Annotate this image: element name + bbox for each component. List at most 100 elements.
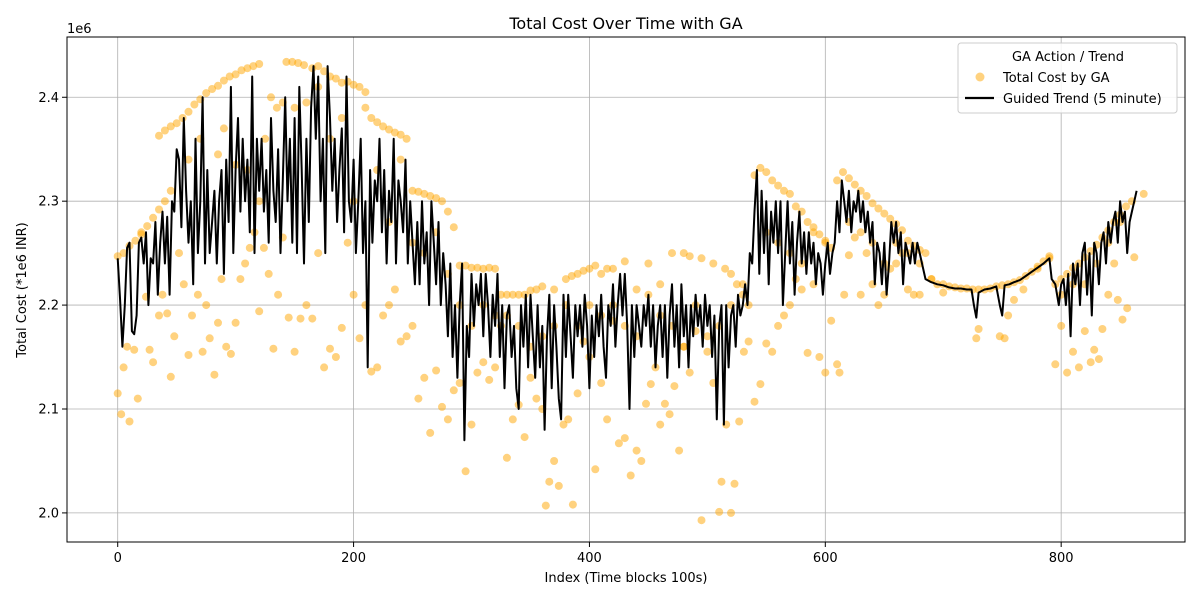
- scatter-point: [408, 186, 417, 195]
- scatter-point: [909, 290, 918, 299]
- scatter-point: [502, 290, 511, 299]
- scatter-point: [856, 228, 865, 237]
- legend-scatter-marker: [975, 72, 985, 82]
- scatter-point: [1110, 259, 1119, 268]
- scatter-point: [1057, 321, 1066, 330]
- scatter-point: [762, 168, 771, 177]
- scatter-point: [868, 199, 877, 208]
- scatter-point: [886, 214, 895, 223]
- x-axis-label: Index (Time blocks 100s): [545, 571, 708, 586]
- scatter-point: [603, 415, 612, 424]
- scatter-point: [541, 501, 550, 510]
- scatter-point: [267, 93, 275, 102]
- scatter-point: [614, 439, 623, 448]
- legend-entry-trend: Guided Trend (5 minute): [1003, 92, 1162, 107]
- scatter-point: [620, 434, 629, 443]
- scatter-point: [491, 363, 500, 372]
- scatter-point: [166, 186, 175, 195]
- scatter-point: [508, 290, 517, 299]
- scatter-point: [685, 252, 694, 261]
- scatter-point: [1086, 358, 1095, 367]
- scatter-point: [320, 67, 329, 76]
- scatter-point: [844, 174, 853, 183]
- scatter-point: [1004, 311, 1013, 320]
- scatter-point: [862, 249, 871, 258]
- scatter-point: [236, 275, 245, 284]
- scatter-point: [735, 417, 744, 426]
- scatter-point: [170, 332, 179, 341]
- scatter-point: [1104, 290, 1113, 299]
- scatter-point: [874, 204, 883, 213]
- scatter-point: [968, 285, 977, 294]
- scatter-point: [202, 89, 211, 98]
- y-axis-label: Total Cost (*1e6 INR): [15, 222, 30, 358]
- scatter-point: [727, 269, 735, 278]
- scatter-point: [1069, 347, 1077, 356]
- scatter-point: [785, 301, 794, 310]
- x-tick-label: 0: [114, 551, 122, 566]
- scatter-point: [119, 249, 128, 258]
- scatter-point: [485, 375, 494, 384]
- scatter-point: [396, 337, 405, 346]
- scatter-point: [188, 311, 196, 320]
- scatter-point: [231, 318, 240, 327]
- x-tick-label: 200: [341, 551, 366, 566]
- scatter-point: [585, 301, 594, 310]
- scatter-point: [850, 233, 859, 242]
- scatter-point: [214, 318, 222, 327]
- scatter-point: [390, 285, 399, 294]
- scatter-point: [791, 202, 800, 211]
- scatter-point: [1139, 189, 1148, 198]
- scatter-point: [642, 399, 650, 408]
- scatter-point: [1122, 202, 1130, 211]
- scatter-point: [835, 368, 844, 377]
- scatter-point: [1130, 253, 1139, 262]
- scatter-point: [343, 238, 352, 247]
- legend-title: GA Action / Trend: [1012, 50, 1124, 65]
- scatter-point: [827, 316, 836, 325]
- scatter-point: [396, 130, 405, 139]
- scatter-point: [697, 254, 706, 263]
- y-tick-label: 2.4: [38, 91, 59, 106]
- y-tick-label: 2.0: [38, 506, 59, 521]
- scatter-point: [190, 100, 199, 109]
- scatter-point: [840, 290, 849, 299]
- scatter-point: [408, 321, 417, 330]
- scatter-point: [130, 345, 139, 354]
- scatter-point: [1000, 334, 1009, 343]
- scatter-point: [573, 269, 582, 278]
- scatter-point: [597, 269, 606, 278]
- scatter-point: [797, 285, 806, 294]
- scatter-point: [131, 236, 140, 245]
- scatter-point: [526, 373, 535, 382]
- scatter-point: [255, 60, 264, 68]
- scatter-point: [850, 180, 859, 189]
- scatter-point: [815, 353, 824, 361]
- scatter-point: [974, 325, 983, 333]
- scatter-point: [155, 205, 163, 214]
- scatter-point: [467, 420, 476, 429]
- scatter-point: [163, 309, 172, 318]
- scatter-point: [803, 218, 812, 226]
- scatter-point: [373, 118, 382, 127]
- scatter-point: [585, 264, 594, 273]
- scatter-point: [756, 380, 765, 389]
- scatter-point: [300, 61, 308, 70]
- scatter-point: [226, 349, 235, 358]
- scatter-point: [274, 290, 283, 299]
- scatter-point: [1045, 252, 1054, 261]
- scatter-point: [166, 122, 175, 131]
- scatter-point: [1039, 257, 1048, 266]
- scatter-point: [839, 168, 847, 177]
- scatter-point: [231, 70, 240, 79]
- scatter-point: [379, 122, 388, 131]
- scatter-point: [479, 264, 488, 273]
- scatter-point: [337, 323, 346, 332]
- scatter-point: [326, 344, 334, 353]
- scatter-point: [485, 263, 494, 272]
- scatter-point: [833, 360, 842, 369]
- scatter-point: [502, 453, 511, 462]
- scatter-point: [337, 114, 346, 122]
- scatter-point: [774, 321, 783, 330]
- scatter-point: [727, 508, 735, 517]
